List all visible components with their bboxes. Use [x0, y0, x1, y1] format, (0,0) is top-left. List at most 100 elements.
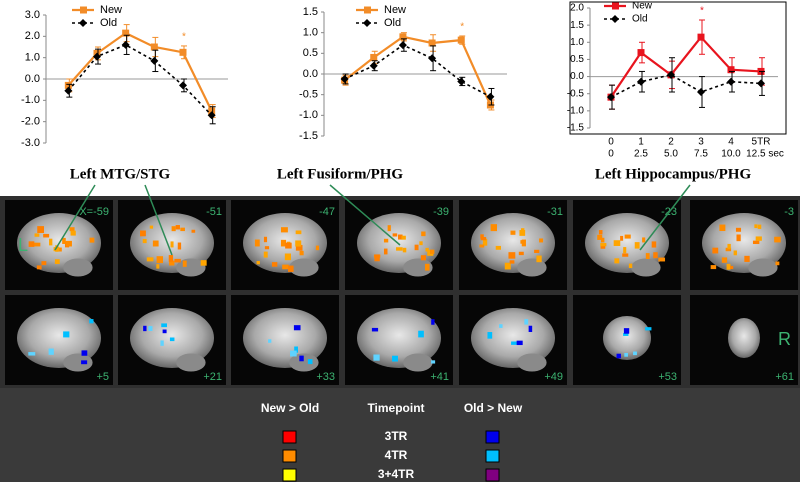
- y-tick-label: 0.5: [303, 47, 318, 59]
- y-tick-label: -2.0: [21, 116, 40, 128]
- point: [697, 33, 705, 41]
- slice-label: +5: [96, 371, 109, 383]
- legend-swatch: [485, 449, 500, 463]
- activation: [180, 227, 185, 232]
- slice-label: -39: [433, 206, 449, 218]
- activation: [62, 237, 66, 244]
- annotation: *: [460, 22, 464, 33]
- activation: [53, 247, 60, 252]
- activation: [268, 339, 272, 343]
- activation: [624, 352, 628, 357]
- activation: [168, 255, 174, 262]
- side-label: R: [778, 329, 791, 349]
- activation: [479, 244, 485, 248]
- activation: [736, 234, 741, 242]
- point: [207, 111, 216, 120]
- y-tick-label: -0.5: [299, 89, 318, 101]
- activation: [620, 235, 624, 241]
- point: [727, 77, 735, 86]
- cerebellum: [748, 258, 778, 277]
- x-sublabel: 12.5 sec: [746, 149, 784, 160]
- activation: [299, 355, 304, 362]
- legend-label: 3TR: [385, 429, 408, 443]
- activation: [171, 226, 176, 232]
- activation: [658, 257, 666, 262]
- activation: [28, 352, 36, 356]
- legend-header: Timepoint: [367, 401, 424, 415]
- y-tick-label: 3.0: [25, 9, 40, 21]
- activation: [282, 264, 289, 270]
- y-tick-label: -1.5: [567, 123, 585, 134]
- activation: [65, 240, 72, 247]
- cerebellum: [289, 353, 319, 372]
- activation: [539, 238, 544, 243]
- legend-header: New > Old: [261, 401, 319, 415]
- activation: [518, 251, 524, 256]
- activation: [284, 253, 291, 261]
- point: [179, 81, 187, 90]
- activation: [653, 252, 658, 259]
- activation: [280, 239, 287, 247]
- brain: [17, 308, 101, 368]
- y-tick-label: -1.0: [299, 109, 318, 121]
- activation: [70, 230, 76, 236]
- activation: [419, 241, 423, 246]
- activation: [719, 224, 726, 232]
- legend-label: New: [384, 4, 406, 16]
- activation: [280, 227, 288, 233]
- activation: [634, 242, 640, 249]
- activation: [285, 242, 292, 249]
- point: [428, 54, 437, 63]
- activation: [169, 260, 175, 266]
- slice-label: +21: [203, 371, 222, 383]
- x-sublabel: 2.5: [634, 149, 648, 160]
- activation: [174, 258, 181, 263]
- activation: [510, 230, 516, 235]
- activation: [263, 236, 268, 243]
- point: [399, 33, 407, 41]
- point: [340, 74, 349, 83]
- cerebellum: [63, 258, 93, 277]
- point: [208, 107, 216, 115]
- activation: [519, 230, 526, 236]
- activation: [293, 325, 301, 331]
- activation: [597, 234, 603, 240]
- activation: [482, 238, 488, 246]
- activation: [754, 224, 758, 229]
- side-label: L: [18, 235, 28, 255]
- x-sublabel: 5.0: [664, 149, 678, 160]
- activation: [200, 260, 207, 266]
- y-tick-label: 0.5: [570, 54, 584, 65]
- cerebellum: [403, 353, 433, 372]
- activation: [191, 229, 196, 233]
- activation: [733, 250, 737, 256]
- activation: [755, 236, 762, 241]
- activation: [499, 324, 503, 328]
- activation: [288, 265, 294, 272]
- activation: [414, 244, 419, 251]
- activation: [752, 240, 760, 245]
- activation: [628, 263, 633, 269]
- activation: [271, 262, 278, 267]
- legend-marker: [79, 19, 87, 27]
- y-tick-label: 0.0: [25, 73, 40, 85]
- activation: [425, 247, 429, 252]
- cerebellum: [631, 258, 661, 277]
- brain: [243, 308, 327, 368]
- activation: [33, 242, 41, 247]
- point: [93, 52, 101, 61]
- point: [727, 66, 735, 74]
- activation: [744, 255, 750, 262]
- activation: [645, 253, 650, 260]
- activation: [528, 325, 533, 332]
- activation: [730, 265, 734, 270]
- point: [697, 88, 705, 96]
- activation: [142, 238, 147, 244]
- slice-label: -31: [547, 206, 563, 218]
- plot-frame: [569, 1, 787, 135]
- legend-swatch: [282, 468, 297, 482]
- point: [486, 92, 495, 101]
- activation: [480, 234, 484, 239]
- x-sublabel: 7.5: [694, 149, 708, 160]
- activation: [263, 251, 268, 258]
